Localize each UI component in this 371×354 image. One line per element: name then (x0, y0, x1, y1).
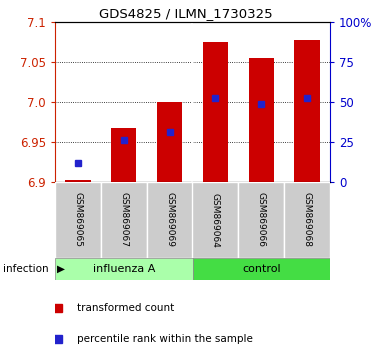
Bar (55, 258, 193, 280)
Text: GSM869068: GSM869068 (303, 193, 312, 247)
Bar (147, 182, 193, 258)
Text: ▶: ▶ (57, 264, 65, 274)
Bar (157, 102, 182, 182)
Bar (284, 182, 330, 258)
Bar (238, 182, 284, 258)
Text: GSM869067: GSM869067 (119, 193, 128, 247)
Bar (111, 127, 137, 182)
Text: infection: infection (3, 264, 49, 274)
Bar (193, 182, 238, 258)
Text: transformed count: transformed count (77, 303, 174, 313)
Text: GSM869066: GSM869066 (257, 193, 266, 247)
Bar (295, 40, 320, 182)
Text: GSM869065: GSM869065 (73, 193, 82, 247)
Text: GDS4825 / ILMN_1730325: GDS4825 / ILMN_1730325 (99, 7, 272, 21)
Bar (55, 182, 101, 258)
Bar (249, 58, 274, 182)
Text: influenza A: influenza A (92, 264, 155, 274)
Text: GSM869069: GSM869069 (165, 193, 174, 247)
Bar (101, 182, 147, 258)
Text: GSM869064: GSM869064 (211, 193, 220, 247)
Text: control: control (242, 264, 280, 274)
Bar (65, 181, 91, 182)
Bar (193, 258, 330, 280)
Text: percentile rank within the sample: percentile rank within the sample (77, 334, 253, 344)
Bar (203, 42, 228, 182)
